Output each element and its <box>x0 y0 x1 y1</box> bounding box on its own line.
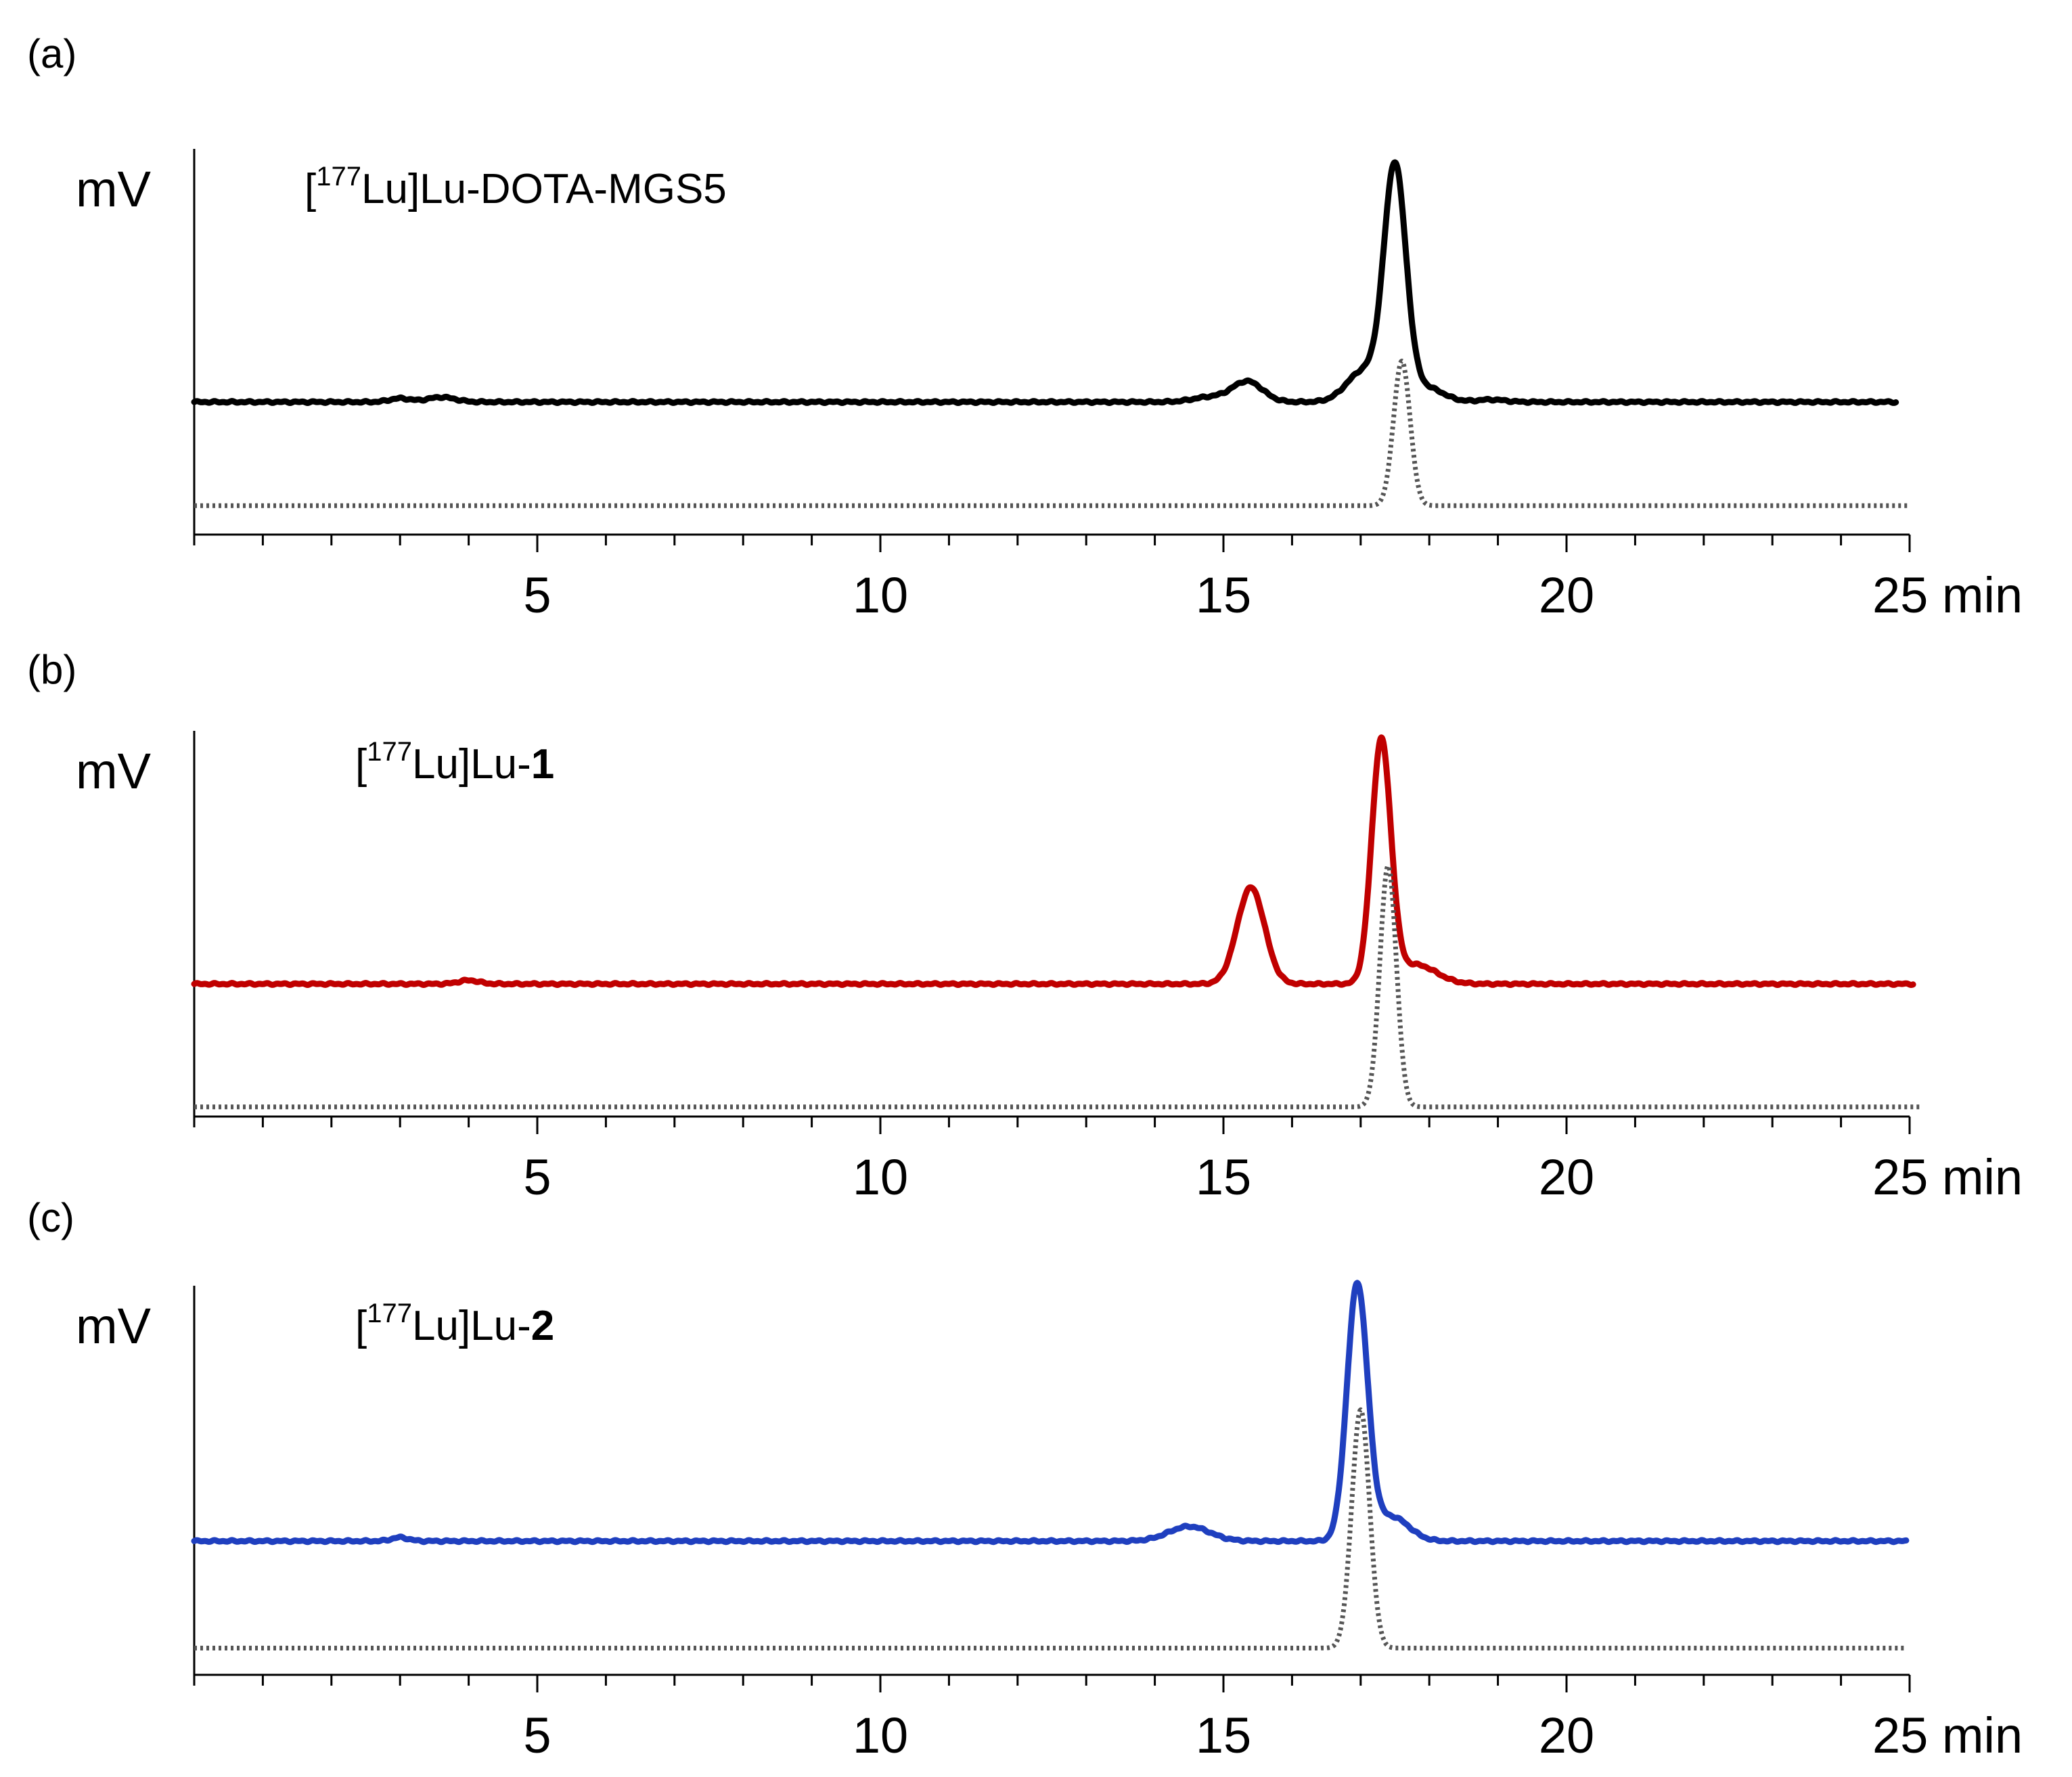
x-tick-label: 20 <box>1539 567 1594 623</box>
chart-panel-3: (c) mV [177Lu]Lu-2 5 10 15 20 25 min <box>27 1195 2023 1763</box>
x-tick-label: 10 <box>853 1707 908 1763</box>
chart-title: [177Lu]Lu-1 <box>355 737 554 788</box>
x-tick-label: 5 <box>523 1149 551 1205</box>
panel-label: (c) <box>27 1195 74 1240</box>
x-tick-label: 15 <box>1196 1707 1251 1763</box>
uv-reference-trace-line <box>192 863 1922 1110</box>
chart-panel-1: (a) mV [177Lu]Lu-DOTA-MGS5 5 10 15 20 25 min <box>27 31 2023 623</box>
x-tick-label: 5 <box>523 567 551 623</box>
x-tick-label: 25 min <box>1872 1149 2023 1205</box>
x-tick-label: 10 <box>853 567 908 623</box>
title-isotope: Lu]Lu- <box>412 1303 531 1349</box>
title-isotope: Lu]Lu- <box>412 741 531 788</box>
radio-trace-line <box>191 734 1916 988</box>
y-axis-label: mV <box>76 743 152 799</box>
title-bracket: [ <box>305 166 316 212</box>
uv-reference-trace-line <box>192 1407 1908 1650</box>
title-compound: 2 <box>531 1303 554 1349</box>
uv-reference-trace-line <box>192 359 1912 508</box>
radio-trace-line <box>191 1280 1910 1546</box>
x-tick-label: 25 min <box>1872 1707 2023 1763</box>
title-isotope: Lu]Lu- <box>361 166 480 212</box>
chart-title: [177Lu]Lu-DOTA-MGS5 <box>305 162 727 212</box>
title-superscript: 177 <box>316 162 361 192</box>
x-tick-label: 15 <box>1196 1149 1251 1205</box>
x-tick-label: 20 <box>1539 1149 1594 1205</box>
x-tick-label: 5 <box>523 1707 551 1763</box>
x-tick-label: 10 <box>853 1149 908 1205</box>
title-superscript: 177 <box>367 1299 412 1328</box>
chart-title: [177Lu]Lu-2 <box>355 1299 554 1349</box>
panel-label: (b) <box>27 647 76 692</box>
radio-trace-line <box>191 159 1899 406</box>
x-tick-label: 15 <box>1196 567 1251 623</box>
panel-label: (a) <box>27 31 76 76</box>
chart-panel-2: (b)mV [177Lu]Lu-15 10 15 20 25 min <box>27 647 2023 1205</box>
title-bracket: [ <box>355 1303 367 1349</box>
y-axis-label: mV <box>76 1298 152 1354</box>
title-compound: DOTA-MGS5 <box>480 166 727 212</box>
title-compound: 1 <box>531 741 554 788</box>
x-tick-label: 25 min <box>1872 567 2023 623</box>
title-superscript: 177 <box>367 737 412 767</box>
title-bracket: [ <box>355 741 367 788</box>
y-axis-label: mV <box>76 161 152 217</box>
x-tick-label: 20 <box>1539 1707 1594 1763</box>
